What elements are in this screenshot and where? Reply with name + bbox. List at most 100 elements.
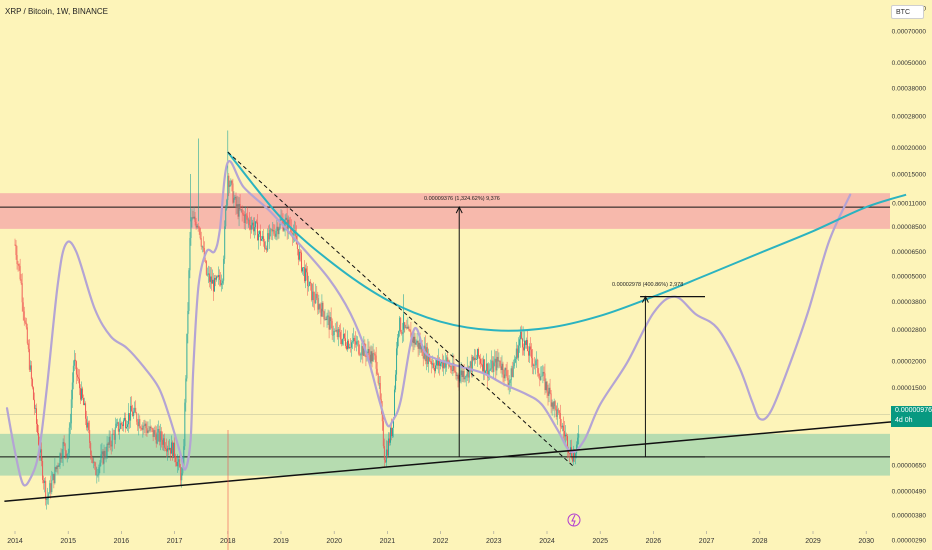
candle-body — [176, 462, 178, 467]
candle-body — [194, 216, 196, 222]
candle-body — [377, 373, 379, 384]
candle-body — [209, 276, 211, 282]
candle-body — [63, 442, 65, 444]
candle-body — [345, 338, 346, 346]
candle-body — [370, 351, 372, 364]
candle-body — [162, 438, 164, 445]
candle-body — [170, 447, 171, 454]
candle-body — [106, 443, 108, 457]
candle-body — [250, 225, 252, 230]
candle-body — [559, 412, 561, 427]
candle-body — [283, 227, 285, 231]
scale-currency-button[interactable]: BTC — [891, 5, 924, 19]
resistance-zone — [0, 193, 890, 229]
candle-body — [303, 267, 304, 268]
candle-body — [417, 340, 419, 349]
time-tick-label: 2029 — [805, 538, 821, 545]
candle-body — [438, 358, 440, 366]
candle-body — [553, 401, 555, 409]
bar-countdown: 4d 0h — [895, 417, 913, 424]
candle-body — [337, 329, 339, 338]
candle-body — [240, 209, 242, 210]
candle-body — [232, 183, 234, 203]
candle-body — [54, 467, 56, 484]
candle-body — [439, 358, 441, 366]
candle-body — [347, 340, 348, 350]
candle-body — [208, 273, 210, 282]
measure-arrowhead-1 — [455, 205, 463, 214]
candle-body — [453, 362, 455, 371]
candle-body — [58, 465, 60, 467]
price-axis[interactable]: 0.000900000.000700000.000500000.00038000… — [892, 5, 927, 544]
candle-body — [261, 239, 263, 241]
last-price-tag: 0.00000976 4d 0h — [891, 406, 932, 427]
candle-body — [172, 442, 174, 458]
candle-body — [556, 409, 558, 417]
candle-body — [346, 345, 347, 350]
candle-body — [159, 431, 161, 442]
candle-body — [390, 427, 391, 443]
candle-body — [547, 391, 549, 396]
candle-body — [190, 220, 192, 238]
candle-body — [292, 233, 294, 238]
candle-body — [126, 426, 127, 429]
candle-body — [552, 402, 554, 409]
candle-body — [267, 233, 269, 251]
candle-body — [348, 340, 349, 349]
candle-body — [427, 354, 429, 365]
price-tick-label: 0.00000290 — [892, 537, 927, 544]
candle-body — [444, 361, 446, 368]
candle-body — [437, 360, 438, 366]
event-lightning-icon[interactable] — [567, 513, 581, 527]
price-tick-label: 0.00015000 — [892, 172, 927, 179]
candle-body — [156, 432, 158, 444]
candle-body — [469, 361, 471, 367]
candle-body — [443, 361, 445, 369]
candle-body — [568, 450, 569, 453]
time-tick-label: 2023 — [486, 538, 502, 545]
candle-body — [451, 369, 453, 372]
candle-body — [339, 332, 341, 340]
candle-body — [486, 363, 488, 371]
candle-body — [386, 449, 388, 456]
candle-body — [310, 281, 312, 284]
candle-body — [185, 378, 187, 403]
candle-body — [549, 387, 551, 394]
candle-body — [320, 308, 322, 317]
candle-body — [572, 457, 574, 462]
candle-body — [199, 228, 201, 239]
candle-body — [542, 371, 544, 376]
price-tick-label: 0.00000380 — [892, 512, 927, 519]
candle-body — [457, 375, 459, 379]
candle-body — [74, 359, 76, 362]
candle-body — [219, 275, 221, 280]
price-tick-label: 0.00000490 — [892, 489, 927, 496]
candle-body — [397, 337, 399, 349]
candle-body — [496, 356, 498, 371]
candle-body — [322, 302, 324, 312]
candle-body — [521, 338, 523, 348]
candle-body — [428, 354, 430, 362]
candle-body — [64, 443, 66, 451]
candle-body — [314, 300, 316, 304]
candle-body — [421, 344, 423, 356]
candle-body — [445, 362, 447, 368]
candle-body — [276, 226, 278, 231]
candle-body — [319, 304, 321, 309]
candle-body — [475, 359, 477, 360]
candle-body — [478, 348, 479, 357]
candle-body — [216, 276, 217, 280]
candle-body — [87, 422, 89, 428]
candle-body — [392, 427, 393, 437]
candle-body — [476, 348, 478, 360]
candle-body — [331, 321, 333, 336]
candle-body — [447, 357, 449, 362]
candle-body — [518, 339, 520, 346]
candle-body — [82, 388, 83, 399]
candle-body — [455, 371, 457, 377]
candle-body — [21, 283, 23, 303]
price-tick-label: 0.00003800 — [892, 299, 927, 306]
candle-body — [200, 238, 202, 247]
candle-body — [526, 339, 527, 345]
